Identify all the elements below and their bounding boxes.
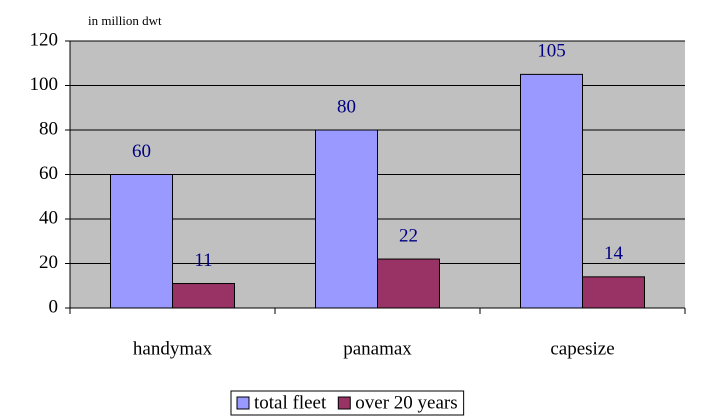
x-tick-label: capesize: [550, 338, 614, 359]
y-tick-label: 0: [49, 296, 59, 317]
x-tick-label: panamax: [343, 338, 412, 359]
y-tick-label: 20: [39, 252, 58, 273]
y-tick-label: 80: [39, 118, 58, 139]
legend-swatch: [337, 396, 351, 410]
x-tick-label: handymax: [133, 338, 213, 359]
y-tick-label: 40: [39, 207, 58, 228]
legend-label: total fleet: [254, 392, 327, 413]
data-label: 22: [399, 225, 418, 246]
y-axis-label: in million dwt: [88, 13, 162, 28]
y-tick-label: 60: [39, 163, 58, 184]
legend: total fleet over 20 years: [230, 390, 465, 416]
y-tick-label: 120: [30, 29, 59, 50]
bar: [520, 73, 583, 309]
bar: [377, 258, 440, 309]
data-label: 60: [132, 141, 151, 162]
data-label: 11: [194, 250, 212, 271]
y-tick-label: 100: [30, 74, 59, 95]
bar: [315, 129, 378, 309]
data-label: 105: [537, 41, 566, 62]
data-label: 14: [604, 243, 624, 264]
bar: [172, 283, 235, 309]
legend-swatch: [236, 396, 250, 410]
data-label: 80: [337, 96, 356, 117]
legend-label: over 20 years: [355, 392, 457, 413]
bar: [110, 174, 173, 309]
bar: [582, 276, 645, 309]
